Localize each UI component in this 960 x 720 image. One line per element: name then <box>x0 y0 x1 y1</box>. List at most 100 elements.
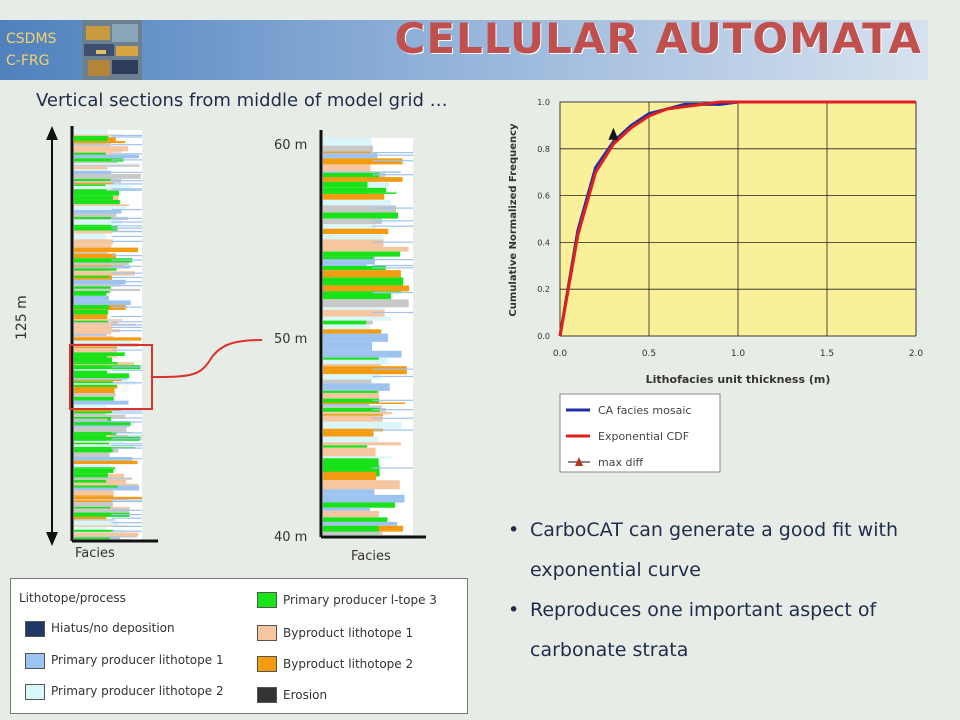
facies-band <box>74 275 113 280</box>
facies-band <box>111 315 142 318</box>
facies-band <box>111 144 142 146</box>
chart-y-axis-label: Cumulative Normalized Frequency <box>508 123 519 317</box>
facies-band <box>74 210 122 214</box>
facies-band <box>74 137 108 144</box>
facies-band <box>74 158 124 162</box>
legend-swatch-hiatus <box>25 621 45 637</box>
facies-band <box>74 329 120 333</box>
facies-band <box>74 141 126 144</box>
facies-band <box>111 500 142 503</box>
facies-band <box>74 195 113 202</box>
facies-band <box>111 349 142 351</box>
facies-band <box>111 180 142 182</box>
facies-band <box>74 334 107 336</box>
facies-band <box>74 319 123 321</box>
facies-band <box>323 218 382 225</box>
logo-line-2: C-FRG <box>6 53 50 69</box>
facies-band <box>111 217 142 220</box>
facies-band <box>323 205 397 213</box>
legend-swatch-byproduct-2 <box>257 656 277 672</box>
facies-band <box>74 370 106 374</box>
facies-band <box>323 228 389 235</box>
facies-band <box>323 390 378 393</box>
facies-band <box>74 320 109 323</box>
facies-band <box>74 206 127 209</box>
chart-legend <box>559 393 721 473</box>
facies-band <box>74 479 107 483</box>
facies-band <box>323 264 367 266</box>
facies-band <box>323 374 381 380</box>
facies-band <box>74 437 106 441</box>
facies-band <box>111 326 142 329</box>
max-diff-marker <box>608 127 619 140</box>
facies-band <box>74 204 130 207</box>
facies-band <box>372 375 413 378</box>
facies-band <box>74 473 108 480</box>
legend-label-primary-3: Primary producer l-tope 3 <box>283 593 437 607</box>
facies-band <box>74 262 130 266</box>
facies-band <box>323 333 388 342</box>
legend-label-primary-1: Primary producer lithotope 1 <box>51 653 224 667</box>
right-facies-label: Facies <box>351 549 391 564</box>
facies-band <box>74 286 111 289</box>
facies-band <box>372 241 413 243</box>
facies-band <box>323 383 390 391</box>
facies-band <box>74 526 107 530</box>
facies-band <box>111 445 142 447</box>
right-facies-column <box>323 138 413 539</box>
facies-band <box>111 208 142 211</box>
facies-band <box>111 369 142 371</box>
facies-band <box>111 432 142 434</box>
legend-label-byproduct-2: Byproduct lithotope 2 <box>283 657 414 671</box>
facies-band <box>323 458 379 467</box>
facies-band <box>74 271 136 276</box>
facies-band <box>323 138 372 146</box>
facies-band <box>74 314 108 320</box>
facies-band <box>111 188 142 190</box>
facies-band <box>74 357 108 364</box>
section-subtitle: Vertical sections from middle of model g… <box>36 90 448 111</box>
facies-band <box>111 509 142 511</box>
facies-band <box>74 442 110 445</box>
facies-band <box>323 307 385 310</box>
facies-band <box>74 166 108 170</box>
facies-band <box>74 470 108 474</box>
chart-legend-items: CA facies mosaic Exponential CDF max diff <box>566 404 691 469</box>
facies-band <box>372 291 413 294</box>
chart-grid <box>559 101 917 337</box>
facies-band <box>372 409 413 411</box>
facies-band <box>74 288 141 292</box>
facies-band <box>323 341 373 351</box>
facies-band <box>323 246 409 252</box>
page-title: CELLULAR AUTOMATA <box>394 14 922 63</box>
facies-band <box>372 467 413 469</box>
facies-band <box>111 412 142 414</box>
facies-band <box>74 411 112 414</box>
facies-band <box>74 185 132 188</box>
chart-y-tick-label: 0.6 <box>537 192 550 201</box>
facies-band <box>74 239 114 245</box>
cdf-chart: 0.0 0.5 1.0 1.5 2.0 0.0 0.2 0.4 0.6 0.8 1.0 Lithof… <box>508 98 923 473</box>
facies-band <box>74 300 131 306</box>
lithotope-legend: Lithotope/process Hiatus/no deposition P… <box>10 578 468 714</box>
facies-band <box>111 134 142 137</box>
right-label-bottom: 40 m <box>274 530 308 545</box>
facies-band <box>111 382 142 384</box>
facies-band <box>74 532 139 536</box>
facies-band <box>74 373 130 379</box>
facies-band <box>323 329 382 334</box>
logo-line-1: CSDMS <box>6 31 57 47</box>
facies-band <box>111 421 142 423</box>
facies-band <box>372 267 413 269</box>
facies-band <box>74 164 140 167</box>
legend-label-primary-2: Primary producer lithotope 2 <box>51 684 224 698</box>
facies-band <box>74 500 113 503</box>
facies-band <box>74 352 125 357</box>
legend-series-label: CA facies mosaic <box>598 404 691 417</box>
facies-band <box>74 369 141 371</box>
zoom-connector <box>151 339 263 378</box>
left-facies-label: Facies <box>75 546 115 561</box>
facies-band <box>111 136 142 138</box>
facies-band <box>111 447 142 449</box>
logo-image <box>82 20 142 80</box>
